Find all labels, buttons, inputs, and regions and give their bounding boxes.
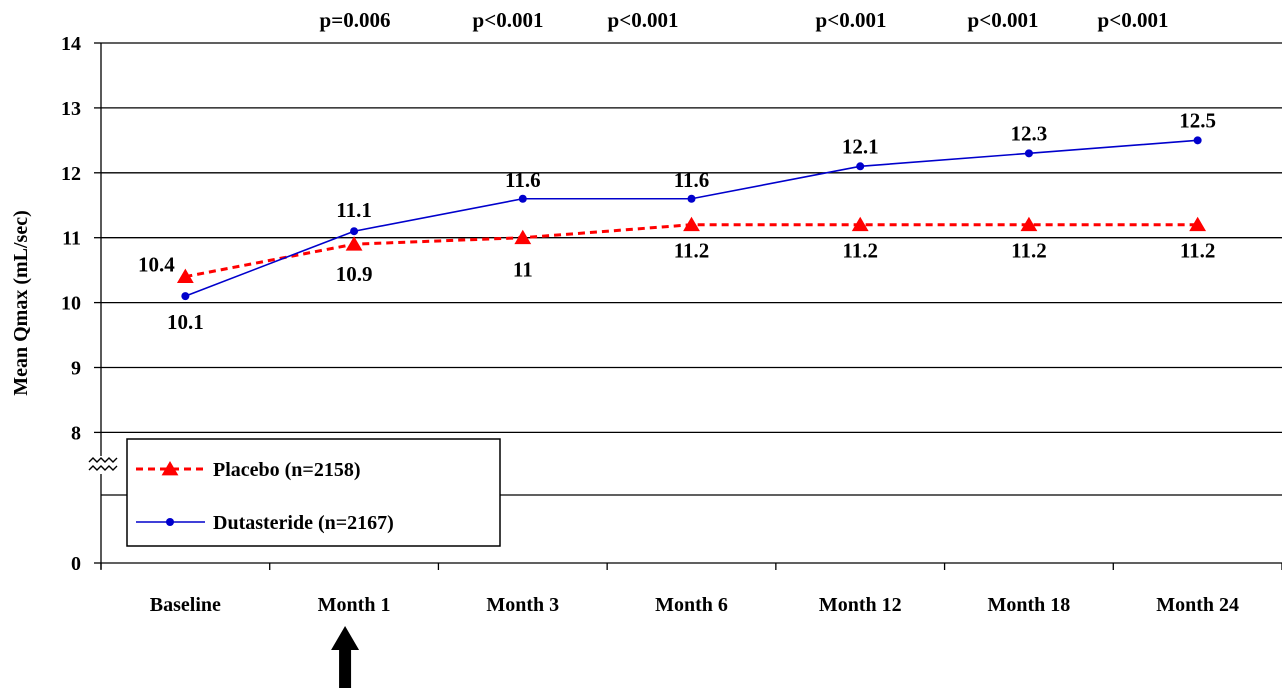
placebo-point [514,229,532,245]
grid-lines [101,42,1282,496]
p-value-label: p<0.001 [473,8,544,32]
data-labels: 10.4 10.9 11 11.2 11.2 11.2 11.2 10.1 11.1 11.6 11… [138,108,1216,334]
p-value-label: p<0.001 [608,8,679,32]
dutasteride-point [518,194,527,203]
dutasteride-point [350,227,359,236]
placebo-data-label: 11.2 [842,239,878,263]
placebo-data-label: 11.2 [1180,239,1216,263]
y-tick-label: 8 [71,422,81,444]
axis-break-icon [88,456,118,474]
y-tick-label: 11 [62,228,81,250]
placebo-point [1189,216,1207,232]
placebo-data-label: 11.2 [1011,239,1047,263]
x-category-label: Month 6 [655,594,728,616]
dutasteride-point [856,162,865,171]
dutasteride-data-label: 11.6 [505,168,541,192]
x-category-label: Baseline [150,594,221,616]
placebo-point [176,268,194,284]
p-value-label: p<0.001 [1098,8,1169,32]
x-category-label: Month 18 [988,594,1071,616]
placebo-data-label: 10.4 [138,253,175,277]
y-tick-label: 13 [61,98,81,120]
legend: Placebo (n=2158) Dutasteride (n=2167) [126,438,501,547]
y-tick-label: 14 [61,33,81,55]
p-value-label: p=0.006 [320,8,391,32]
p-value-label: p<0.001 [816,8,887,32]
axes [88,42,1282,570]
y-tick-labels: 0 8 9 10 11 12 13 14 [61,33,81,575]
y-tick-label: 9 [71,358,81,380]
legend-placebo-marker [161,461,179,476]
up-arrow-icon [331,626,360,688]
placebo-point [851,216,869,232]
placebo-data-label: 11.2 [674,239,710,263]
x-category-label: Month 12 [819,594,902,616]
x-category-labels: Baseline Month 1 Month 3 Month 6 Month 12 Mon… [150,594,1239,616]
legend-dutasteride-marker [166,518,174,526]
x-category-label: Month 3 [486,594,559,616]
p-value-label: p<0.001 [968,8,1039,32]
p-value-labels: p=0.006 p<0.001 p<0.001 p<0.001 p<0.001 p<0.0… [320,8,1169,32]
placebo-point [1020,216,1038,232]
y-tick-label: 0 [71,553,81,575]
placebo-data-label: 10.9 [336,262,373,286]
dutasteride-data-label: 12.3 [1011,121,1048,145]
x-category-label: Month 24 [1156,594,1239,616]
axis-break-stroke [88,457,118,463]
x-category-label: Month 1 [318,594,391,616]
placebo-point [683,216,700,232]
placebo-data-label: 11 [513,258,533,282]
y-axis-label: Mean Qmax (mL/sec) [10,210,32,396]
up-arrow-shape [331,626,360,688]
dutasteride-point [181,292,190,301]
legend-dutasteride-label: Dutasteride (n=2167) [213,512,394,534]
dutasteride-point [1024,149,1033,158]
dutasteride-data-label: 12.1 [842,134,879,158]
dutasteride-data-label: 10.1 [167,310,204,334]
series-layer [176,136,1207,301]
dutasteride-point [687,194,696,203]
dutasteride-data-label: 11.6 [674,168,710,192]
dutasteride-data-label: 12.5 [1179,108,1216,132]
dutasteride-data-label: 11.1 [336,198,372,222]
axis-break-stroke [88,465,118,471]
dutasteride-point [1193,136,1202,145]
y-tick-label: 10 [61,293,81,315]
y-tick-label: 12 [61,163,81,185]
legend-placebo-label: Placebo (n=2158) [213,459,361,481]
placebo-point [345,236,363,251]
legend-box [126,438,501,547]
